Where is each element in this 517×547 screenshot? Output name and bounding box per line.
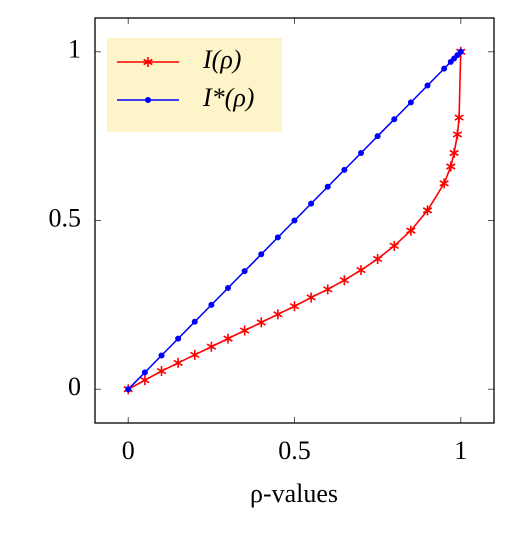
x-axis-label: ρ-values	[250, 479, 338, 508]
data-point	[306, 292, 316, 303]
data-point	[256, 317, 266, 328]
data-point	[454, 112, 464, 123]
legend: I(ρ) I*(ρ)	[107, 38, 282, 132]
data-point	[407, 99, 414, 106]
data-point	[273, 309, 283, 320]
data-point	[206, 341, 217, 352]
data-point	[291, 217, 298, 224]
data-point	[258, 251, 265, 258]
data-point	[223, 333, 233, 344]
data-point	[190, 349, 200, 360]
data-point	[173, 357, 183, 368]
data-point	[141, 369, 148, 376]
plot-frame	[94, 17, 495, 424]
legend-box	[107, 38, 282, 132]
data-point	[422, 205, 433, 216]
data-point	[208, 301, 215, 308]
data-point	[452, 129, 463, 140]
data-point	[289, 301, 300, 312]
data-point	[323, 284, 333, 295]
data-point	[358, 150, 364, 156]
data-point	[125, 386, 132, 393]
x-tick-label: 1	[454, 436, 467, 465]
legend-marker	[143, 57, 153, 67]
data-point	[341, 166, 348, 173]
legend-marker	[145, 97, 151, 103]
x-tick-label: 0.5	[278, 436, 311, 465]
data-point	[324, 183, 331, 190]
data-point	[308, 200, 315, 207]
data-point	[175, 335, 182, 342]
x-tick-label: 0	[122, 436, 135, 465]
data-point	[225, 285, 231, 291]
data-point	[156, 366, 167, 377]
data-point	[406, 225, 416, 236]
data-point	[239, 325, 250, 336]
data-point	[374, 133, 381, 140]
legend-label: I(ρ)	[202, 45, 241, 74]
y-tick-label: 0	[68, 372, 81, 401]
data-point	[449, 148, 459, 158]
data-point	[140, 375, 150, 386]
data-point	[191, 318, 198, 325]
data-point	[457, 48, 464, 55]
data-point	[389, 240, 399, 251]
data-point	[241, 268, 248, 275]
data-point	[441, 65, 448, 72]
data-point	[372, 253, 383, 264]
data-point	[391, 116, 398, 123]
data-point	[446, 161, 456, 172]
data-point	[339, 275, 350, 286]
legend-label: I*(ρ)	[202, 83, 254, 112]
data-point	[158, 352, 165, 359]
data-point	[424, 82, 431, 89]
data-point	[356, 265, 366, 276]
y-tick-label: 0.5	[49, 203, 82, 232]
y-tick-label: 1	[68, 35, 81, 64]
data-point	[274, 234, 281, 241]
data-point	[439, 178, 449, 189]
